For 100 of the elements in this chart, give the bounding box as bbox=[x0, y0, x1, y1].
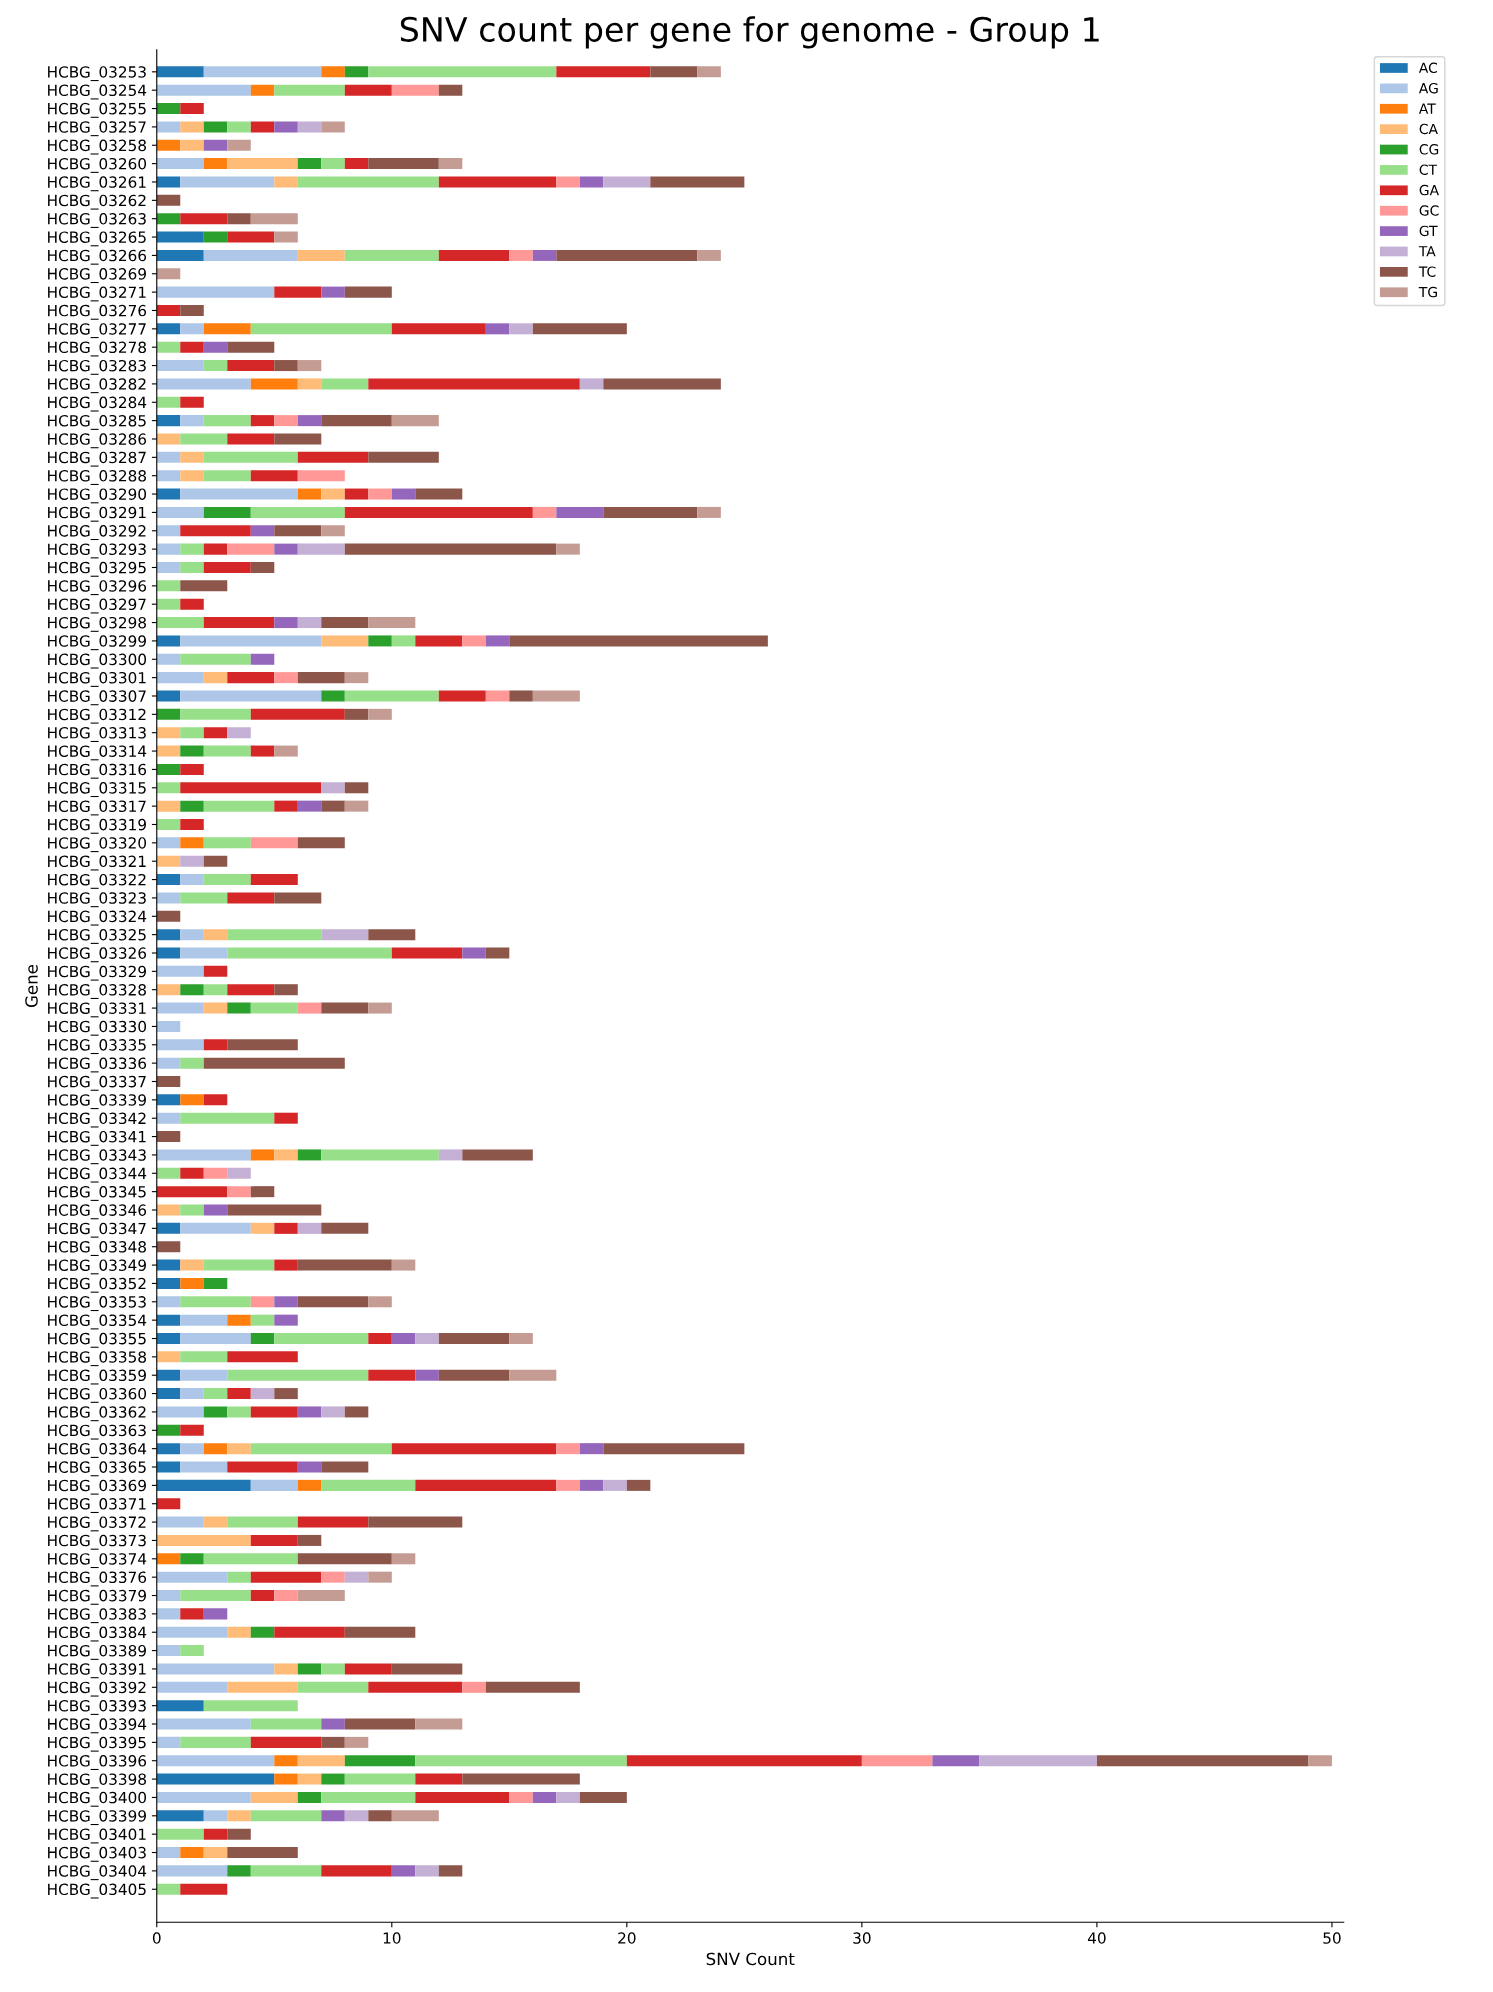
bar bbox=[274, 1755, 298, 1767]
bar bbox=[156, 1167, 181, 1179]
bar bbox=[180, 947, 228, 959]
bar bbox=[532, 506, 557, 518]
y-tick-label: HCBG_03352 bbox=[48, 1277, 146, 1293]
bar bbox=[156, 1314, 181, 1326]
bar bbox=[297, 1296, 369, 1308]
bar bbox=[180, 892, 228, 904]
bar bbox=[297, 1149, 322, 1161]
bar bbox=[250, 378, 298, 390]
bar bbox=[274, 121, 298, 133]
bar bbox=[1308, 1755, 1332, 1767]
y-tick-label: HCBG_03341 bbox=[48, 1130, 146, 1146]
bar bbox=[274, 1773, 298, 1785]
bar bbox=[556, 249, 698, 261]
bar bbox=[227, 1204, 322, 1216]
bar bbox=[391, 1259, 416, 1271]
bar bbox=[250, 1791, 298, 1803]
bar bbox=[579, 378, 604, 390]
bar bbox=[180, 1167, 204, 1179]
bar bbox=[227, 543, 275, 555]
bar bbox=[227, 1167, 251, 1179]
bar bbox=[344, 1773, 416, 1785]
bar bbox=[274, 1149, 298, 1161]
bar bbox=[344, 1755, 416, 1767]
bar bbox=[485, 690, 510, 702]
bar bbox=[509, 1791, 533, 1803]
y-tick-label: HCBG_03287 bbox=[48, 451, 146, 467]
bar bbox=[203, 470, 251, 482]
bar bbox=[415, 1718, 463, 1730]
y-tick-label: HCBG_03384 bbox=[48, 1626, 147, 1642]
bar bbox=[227, 1626, 251, 1638]
bar bbox=[438, 1149, 463, 1161]
y-tick-label: HCBG_03355 bbox=[48, 1332, 146, 1348]
bar bbox=[391, 1553, 416, 1565]
bar bbox=[156, 396, 181, 408]
y-tick-label: HCBG_03316 bbox=[48, 763, 147, 779]
bar bbox=[156, 1075, 181, 1088]
bar bbox=[156, 598, 181, 610]
bar bbox=[556, 176, 580, 188]
bar bbox=[297, 1755, 345, 1767]
bar bbox=[344, 84, 392, 96]
bar bbox=[227, 1571, 251, 1583]
bar bbox=[156, 433, 181, 445]
bar bbox=[274, 1112, 298, 1124]
bar bbox=[156, 1755, 275, 1767]
bar bbox=[462, 947, 486, 959]
bar bbox=[250, 1314, 275, 1326]
bar bbox=[203, 874, 251, 886]
bar bbox=[391, 1443, 557, 1455]
bar bbox=[274, 984, 298, 996]
bar bbox=[227, 121, 251, 133]
bar bbox=[368, 158, 439, 170]
bar bbox=[344, 1736, 369, 1748]
bar bbox=[344, 690, 439, 702]
y-tick-label: HCBG_03278 bbox=[48, 341, 146, 357]
bar bbox=[180, 488, 298, 500]
bar bbox=[156, 763, 181, 775]
bar bbox=[156, 1626, 228, 1638]
bar bbox=[321, 378, 369, 390]
bar bbox=[156, 341, 181, 353]
bar bbox=[344, 506, 533, 518]
y-tick-label: HCBG_03301 bbox=[48, 671, 146, 687]
bar bbox=[321, 1571, 345, 1583]
bar bbox=[274, 1222, 298, 1234]
bar bbox=[579, 1443, 604, 1455]
bar bbox=[462, 635, 486, 647]
bar bbox=[203, 1094, 228, 1106]
bar bbox=[203, 837, 251, 849]
bar bbox=[203, 1553, 298, 1565]
bar bbox=[203, 800, 275, 812]
bar bbox=[156, 1186, 228, 1198]
bar bbox=[227, 1828, 251, 1840]
bar bbox=[156, 653, 181, 665]
bar bbox=[156, 1608, 181, 1620]
legend-label: AT bbox=[1418, 103, 1436, 114]
y-tick-label: HCBG_03286 bbox=[48, 433, 147, 449]
bar bbox=[203, 1277, 228, 1289]
bar bbox=[180, 874, 204, 886]
legend-label: GT bbox=[1419, 225, 1438, 237]
bar bbox=[321, 617, 369, 629]
bar bbox=[180, 103, 204, 115]
y-tick-label: HCBG_03362 bbox=[48, 1406, 146, 1422]
bar bbox=[203, 1847, 228, 1859]
bar bbox=[650, 176, 745, 188]
bar bbox=[438, 1369, 510, 1381]
x-tick-label: 10 bbox=[383, 1932, 401, 1944]
bar bbox=[203, 1167, 228, 1179]
bar bbox=[321, 1461, 369, 1473]
bar bbox=[462, 1773, 580, 1785]
bar bbox=[509, 690, 533, 702]
bar bbox=[156, 984, 181, 996]
bar bbox=[368, 1516, 463, 1528]
bar bbox=[227, 433, 275, 445]
bar bbox=[203, 506, 251, 518]
bar bbox=[250, 415, 275, 427]
bar bbox=[297, 1534, 322, 1546]
bar bbox=[274, 1314, 298, 1326]
bar bbox=[462, 1149, 533, 1161]
bar bbox=[180, 1112, 275, 1124]
